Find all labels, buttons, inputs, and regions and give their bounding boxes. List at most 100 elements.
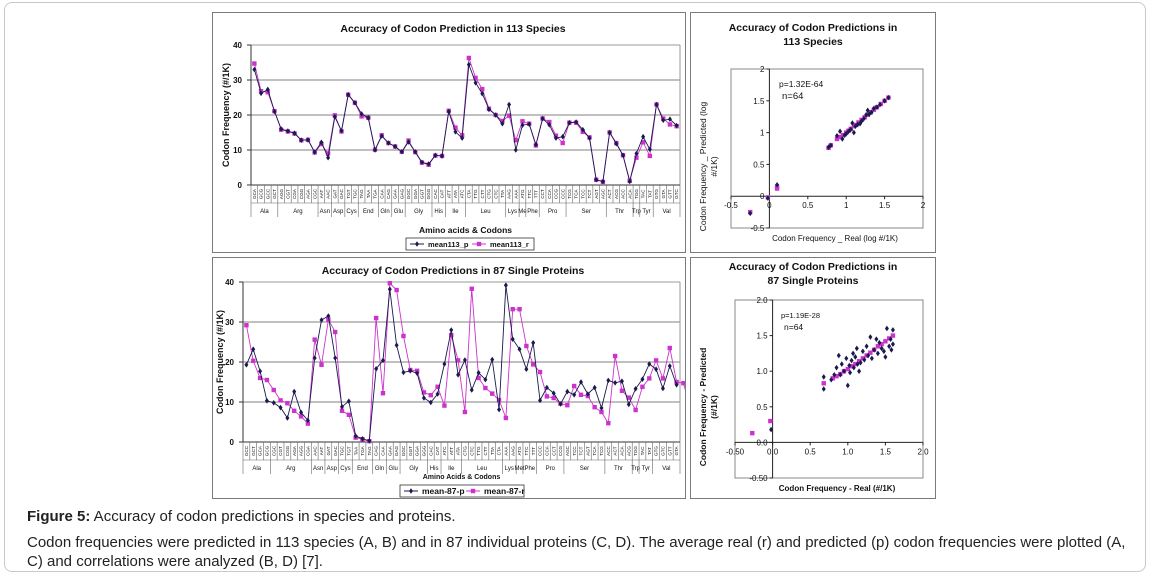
data-point-mean-87-r xyxy=(428,393,433,398)
amino-acid-label: Met xyxy=(515,466,525,472)
scatter-point-real xyxy=(856,120,861,125)
x-tick-label: 1.5 xyxy=(880,447,892,456)
codon-label: TTC xyxy=(524,446,529,456)
codon-label: AAT xyxy=(319,447,324,456)
y-tick-label: 1.0 xyxy=(756,367,768,376)
codon-label: TAT xyxy=(647,190,652,198)
codon-label: CTG xyxy=(463,446,468,456)
scatter-point-predicted xyxy=(845,382,850,389)
x-tick-label: 1.0 xyxy=(842,447,854,456)
x-tick-label: 0.5 xyxy=(805,447,817,456)
codon-label: ACT xyxy=(613,446,618,455)
codon-label: CGA xyxy=(305,445,310,456)
codon-label: AGG xyxy=(299,445,304,456)
y-tick-label: 30 xyxy=(225,318,234,327)
data-point-mean-87-p xyxy=(633,386,638,392)
y-tick-label: 1.5 xyxy=(756,332,768,341)
data-point-mean-87-p xyxy=(346,398,351,404)
codon-label: AGG xyxy=(279,188,284,199)
data-point-mean113_p xyxy=(473,80,478,86)
scatter-point-predicted xyxy=(879,345,884,352)
data-point-mean-87-p xyxy=(592,384,597,391)
scatter-point-predicted xyxy=(864,343,869,350)
legend-box xyxy=(399,484,525,498)
data-point-mean-87-r xyxy=(271,387,276,393)
amino-acid-label: Gln xyxy=(375,466,384,472)
data-point-mean-87-r xyxy=(530,362,536,367)
data-point-mean-87-p xyxy=(538,397,543,404)
series-line-mean-87-p xyxy=(245,285,678,442)
scatter-point-real xyxy=(868,350,873,355)
data-point-mean113_p xyxy=(252,66,257,73)
codon-label: CTA xyxy=(466,189,471,199)
chart-title: Accuracy of Codon Prediction in 113 Spec… xyxy=(340,23,565,35)
data-point-mean113_p xyxy=(553,135,558,141)
n-annotation: n=64 xyxy=(782,91,803,102)
scatter-point-predicted xyxy=(842,368,847,374)
n-annotation: n=64 xyxy=(784,322,803,332)
scatter-point-predicted xyxy=(775,181,780,188)
data-point-mean-87-p xyxy=(503,282,508,288)
data-point-mean113_p xyxy=(386,140,391,146)
x-tick-label: -0.5 xyxy=(724,201,738,210)
codon-label: CCA xyxy=(547,188,552,199)
scatter-point-predicted xyxy=(851,129,856,136)
data-point-mean113_r xyxy=(252,61,257,66)
codon-label: GGG xyxy=(422,445,427,456)
data-point-mean113_p xyxy=(527,121,532,127)
codon-label: GCG xyxy=(259,188,264,199)
y-tick-label: 0.0 xyxy=(756,438,768,447)
scatter-point-predicted xyxy=(884,325,889,332)
amino-acid-label: Val xyxy=(662,209,670,215)
data-point-mean-87-p xyxy=(258,368,263,374)
amino-acid-label: Arg xyxy=(286,466,295,472)
data-point-mean-87-p xyxy=(394,342,399,348)
data-point-mean-87-r xyxy=(503,415,509,421)
codon-label: CCG xyxy=(554,188,559,199)
data-point-mean113_p xyxy=(426,161,431,167)
x-axis-label: Codon Frequency - Real (#/1K) xyxy=(779,484,896,493)
codon-label: TGT xyxy=(346,446,351,455)
amino-acid-label: Cys xyxy=(346,209,356,215)
plot-area xyxy=(734,299,924,479)
scatter-point-predicted xyxy=(844,355,849,362)
codon-label: TAG xyxy=(367,446,372,456)
amino-acid-label: Val xyxy=(662,466,670,472)
data-point-mean-87-r xyxy=(278,398,283,403)
y-axis-label: Codon Frequency (#/1K) xyxy=(215,310,225,414)
data-point-mean-87-r xyxy=(537,369,543,375)
data-point-mean113_p xyxy=(259,90,264,97)
p-value-annotation: p=1.32E-64 xyxy=(779,79,823,89)
scatter-point-predicted xyxy=(877,101,882,108)
chart-title-line2: 87 Single Proteins xyxy=(767,275,858,287)
data-point-mean113_p xyxy=(279,126,284,132)
data-point-mean-87-r xyxy=(401,333,406,339)
series-line-mean-87-r xyxy=(245,282,691,442)
codon-label: GTA xyxy=(661,189,666,199)
scatter-point-predicted xyxy=(864,111,869,118)
codon-label: AAA xyxy=(513,188,518,198)
scatter-point-predicted xyxy=(850,120,855,126)
data-point-mean113_p xyxy=(647,146,652,153)
codon-label: ATC xyxy=(442,446,447,456)
codon-label: GGT xyxy=(420,189,425,199)
data-point-mean113_r xyxy=(647,153,653,159)
data-point-mean113_p xyxy=(446,108,451,115)
codon-label: TAA xyxy=(353,446,358,456)
data-point-mean113_p xyxy=(567,119,572,126)
scatter-point-real xyxy=(834,136,840,142)
data-point-mean-87-r xyxy=(619,388,625,393)
codon-label: CAG xyxy=(374,446,379,456)
codon-label: GTG xyxy=(654,189,659,199)
data-point-mean-87-p xyxy=(387,286,392,292)
scatter-point-predicted xyxy=(861,115,866,122)
data-point-mean113_p xyxy=(500,120,505,127)
scatter-point-predicted xyxy=(844,131,849,137)
data-point-mean-87-p xyxy=(326,313,331,319)
codon-label: GGA xyxy=(413,188,418,199)
codon-label: ATA xyxy=(456,446,461,455)
amino-acid-label: Asp xyxy=(327,466,338,472)
codon-label: ACG xyxy=(626,446,631,456)
data-point-mean-87-p xyxy=(278,404,283,411)
codon-label: ACC xyxy=(606,445,611,455)
